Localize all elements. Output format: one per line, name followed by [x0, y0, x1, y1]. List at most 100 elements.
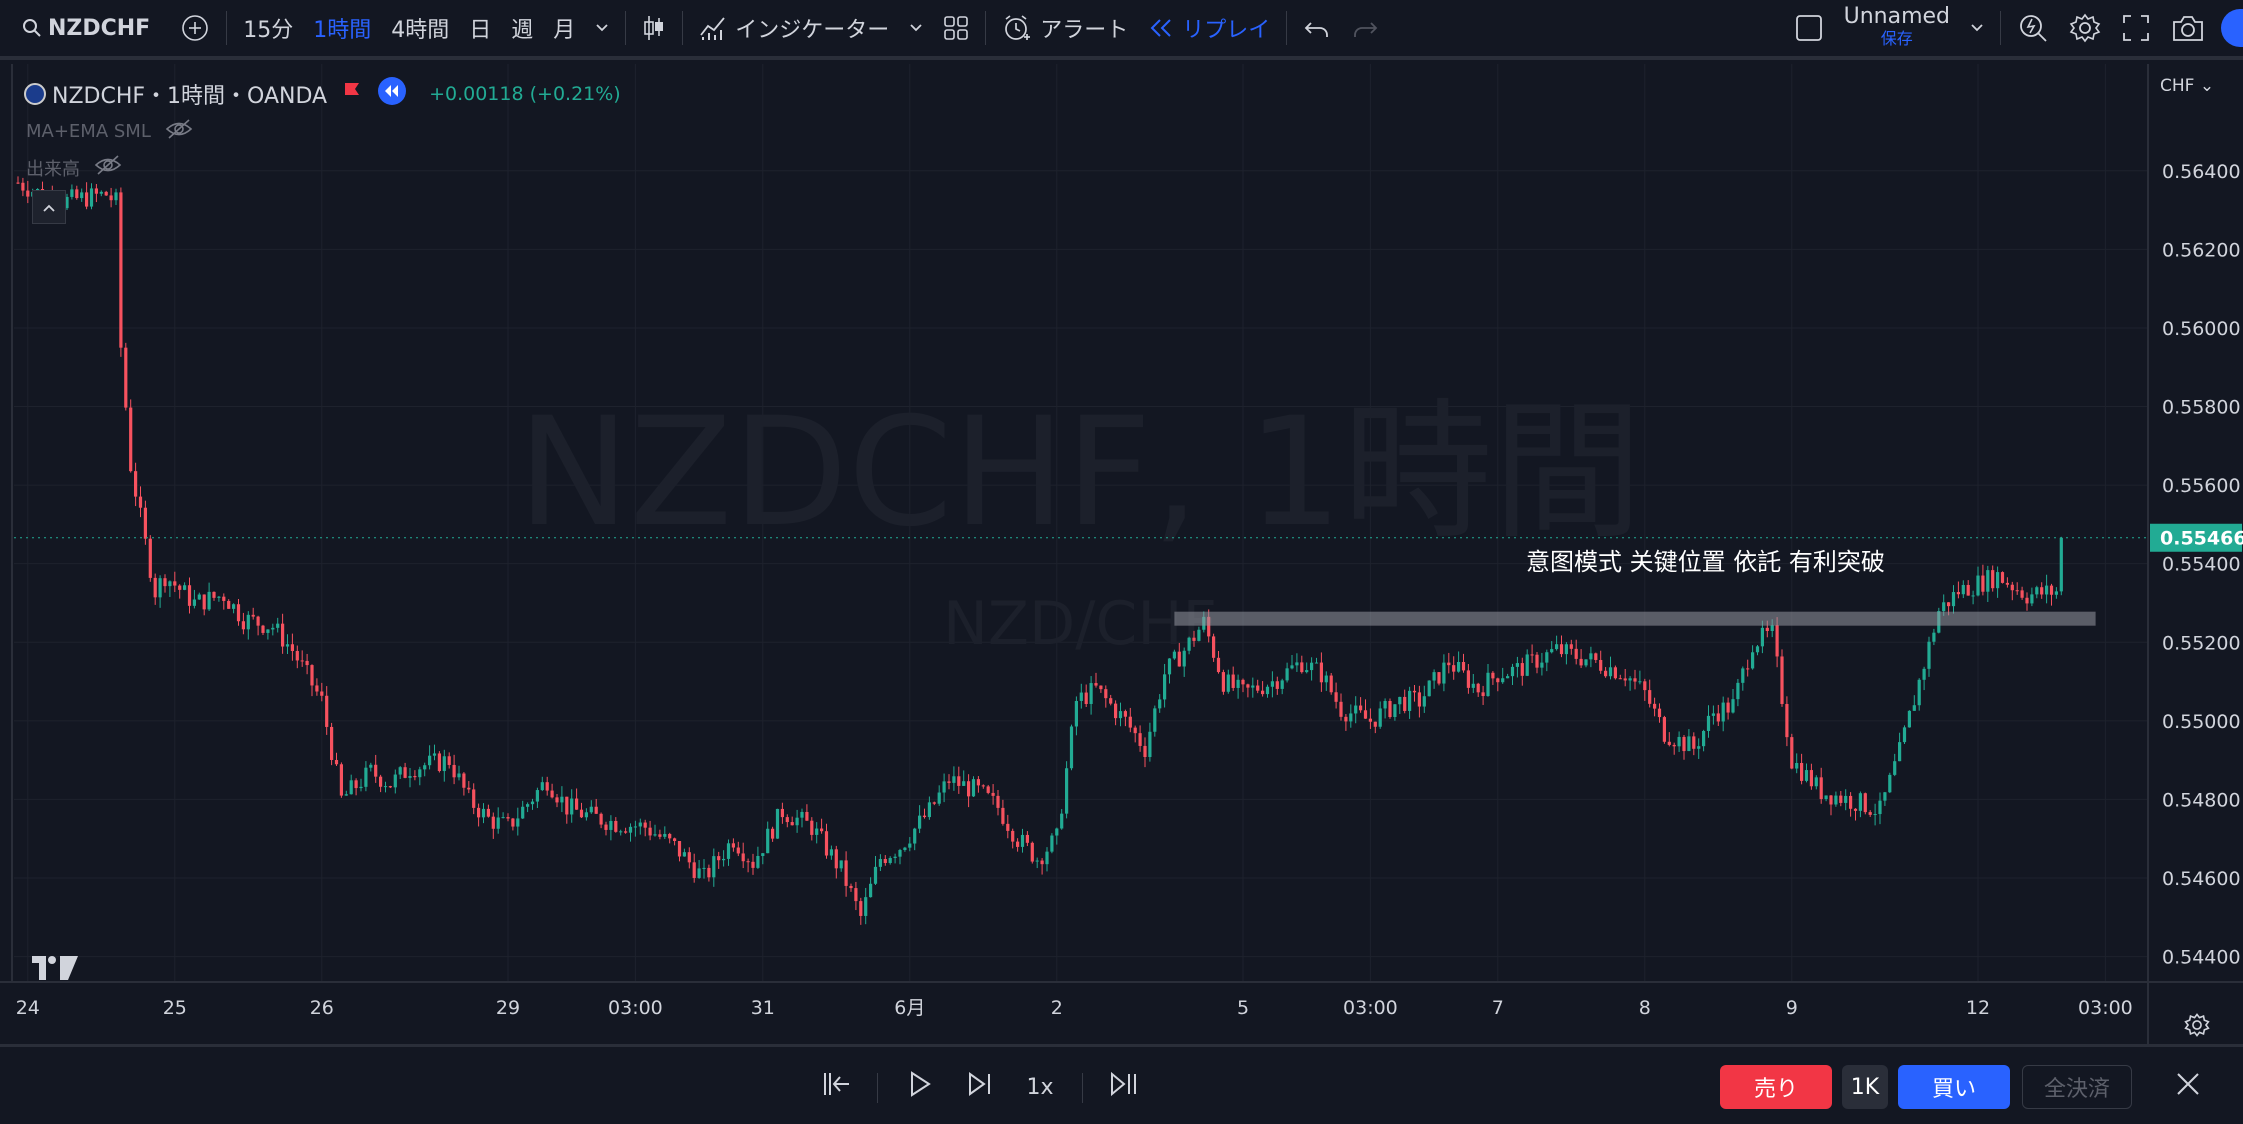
forward-step-button[interactable] [956, 1065, 1004, 1109]
top-toolbar: NZDCHF 15分 1時間 4時間 日 週 月 インジケーター [0, 0, 2243, 60]
candle-body [1461, 662, 1466, 671]
candle-body [2025, 597, 2029, 604]
publish-button[interactable] [2221, 9, 2243, 47]
replay-button[interactable]: リプレイ [1138, 0, 1280, 58]
candle-body [1711, 713, 1715, 716]
interval-week[interactable]: 週 [511, 18, 534, 43]
candle-body [1667, 741, 1671, 745]
chart-pane[interactable]: NZDCHF, 1時間 NZD/CHF 0.56400 0.56200 0.56000 0… [0, 64, 2243, 1044]
candle-body [1118, 711, 1123, 719]
layout-dropdown[interactable] [1960, 0, 1994, 58]
settings-button[interactable] [2059, 0, 2111, 58]
candle-body [1790, 737, 1794, 769]
candle-body [1525, 654, 1529, 676]
candle-body [124, 347, 128, 408]
snapshot-button[interactable] [2161, 0, 2215, 58]
chart-annotation[interactable]: 意图模式 关键位置 依託 有利突破 [1526, 548, 1885, 576]
candle-body [1167, 658, 1172, 675]
time-tick-label: 24 [16, 997, 40, 1019]
candle-body [70, 189, 74, 197]
sell-button[interactable]: 売り [1720, 1065, 1832, 1109]
candle-body [1569, 644, 1573, 649]
interval-dropdown[interactable] [585, 0, 619, 58]
interval-day[interactable]: 日 [469, 18, 492, 43]
candle-body [295, 651, 299, 661]
replay-badge-icon[interactable] [377, 76, 407, 112]
close-all-button[interactable]: 全決済 [2022, 1065, 2132, 1109]
chart-legend: NZDCHF・1時間・OANDA +0.00118 (+0.21%) [24, 76, 621, 112]
interval-4h[interactable]: 4時間 [391, 18, 450, 43]
candle-body [1584, 659, 1588, 666]
indicator-row-volume[interactable]: 出来高 [26, 154, 122, 181]
candle-body [256, 616, 260, 626]
candle-body [1089, 683, 1093, 704]
currency-selector[interactable]: CHF ⌄ [2160, 76, 2214, 96]
undo-button[interactable] [1293, 0, 1341, 58]
eye-hidden-icon[interactable] [165, 118, 193, 145]
chart-type-button[interactable] [632, 0, 676, 58]
key-level-rectangle[interactable] [1174, 611, 2096, 626]
indicators-icon [699, 15, 727, 41]
time-tick-label: 26 [310, 997, 334, 1019]
alert-button[interactable]: アラート [992, 0, 1138, 58]
play-icon [908, 1071, 932, 1103]
candle-body [682, 852, 686, 857]
candle-body [878, 859, 882, 867]
candle-body [266, 629, 270, 633]
interval-15m[interactable]: 15分 [243, 18, 294, 43]
compare-symbol-button[interactable] [170, 0, 220, 58]
candle-body [1216, 657, 1221, 673]
candle-body [932, 802, 936, 804]
candle-body [815, 828, 819, 835]
buy-button[interactable]: 買い [1898, 1065, 2010, 1109]
candle-body [1515, 663, 1519, 667]
layout-button[interactable] [933, 0, 979, 58]
symbol-search[interactable]: NZDCHF [0, 0, 160, 58]
indicator-row-ma[interactable]: MA+EMA SML [26, 118, 193, 145]
multi-chart-button[interactable] [1784, 0, 1834, 58]
candle-body [80, 192, 84, 199]
candlestick-chart[interactable]: NZDCHF, 1時間 NZD/CHF 0.56400 0.56200 0.56000 0… [0, 64, 2243, 1044]
fullscreen-button[interactable] [2111, 0, 2161, 58]
jump-to-realtime-button[interactable] [1100, 1065, 1148, 1109]
layout-name: Unnamed [1843, 4, 1950, 29]
exit-replay-button[interactable] [2164, 1065, 2212, 1109]
candle-body [1020, 834, 1025, 847]
select-bar-button[interactable] [812, 1065, 860, 1109]
candle-body [1319, 662, 1323, 683]
jump-to-realtime-icon [1109, 1071, 1139, 1103]
speed-selector[interactable]: 1x [1026, 1074, 1054, 1100]
candle-body [158, 578, 162, 598]
candle-body [633, 826, 637, 828]
candle-body [751, 861, 755, 868]
candle-body [1329, 675, 1333, 693]
candle-body [736, 847, 740, 854]
play-button[interactable] [896, 1065, 944, 1109]
candle-body [94, 188, 98, 194]
redo-button[interactable] [1341, 0, 1389, 58]
candle-body [1947, 602, 1951, 607]
candle-body [619, 831, 623, 833]
indicators-dropdown[interactable] [899, 0, 933, 58]
candle-body [26, 190, 30, 197]
candle-body [1780, 656, 1784, 704]
watermark-main: NZDCHF, 1時間 [517, 386, 1642, 560]
layout-name-button[interactable]: Unnamed 保存 [1834, 0, 1960, 58]
interval-month[interactable]: 月 [553, 18, 576, 43]
eye-hidden-icon[interactable] [94, 154, 122, 181]
tradingview-logo[interactable] [30, 952, 80, 990]
candle-body [1775, 625, 1779, 657]
gear-icon [2069, 12, 2101, 44]
legend-title[interactable]: NZDCHF・1時間・OANDA [52, 84, 328, 109]
collapse-legend-button[interactable] [32, 190, 66, 224]
interval-1h[interactable]: 1時間 [313, 18, 372, 43]
candle-body [839, 860, 843, 869]
candle-body [477, 807, 481, 818]
quantity-button[interactable]: 1K [1842, 1065, 1888, 1109]
candle-body [1079, 692, 1083, 701]
indicators-button[interactable]: インジケーター [689, 0, 899, 58]
price-tick-label: 0.54400 [2162, 947, 2241, 969]
quick-search-button[interactable] [2007, 0, 2059, 58]
candle-body [1721, 702, 1725, 722]
axis-settings-button[interactable] [2184, 1012, 2210, 1042]
